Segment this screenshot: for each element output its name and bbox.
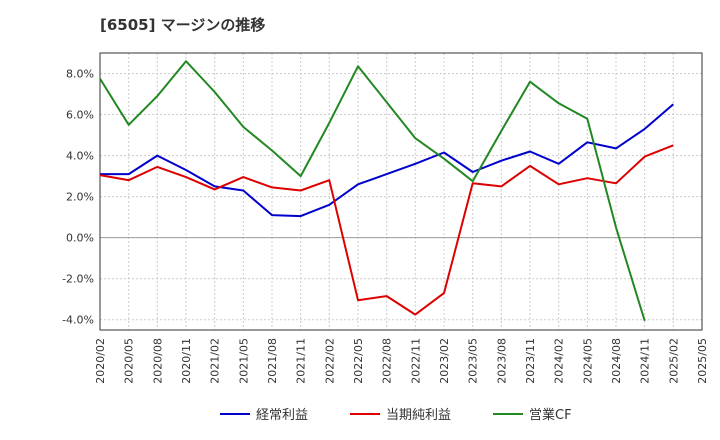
y-tick-label: 2.0% [66, 191, 94, 204]
legend-label: 営業CF [529, 407, 572, 423]
x-tick-label: 2022/05 [352, 338, 365, 384]
y-tick-label: 8.0% [66, 68, 94, 81]
y-tick-label: 4.0% [66, 150, 94, 163]
chart-title: [6505] マージンの推移 [100, 16, 266, 34]
series-line-3 [99, 60, 646, 322]
x-tick-label: 2022/11 [409, 338, 422, 384]
x-tick-label: 2021/02 [209, 338, 222, 384]
x-tick-label: 2024/02 [553, 338, 566, 384]
x-tick-label: 2025/02 [667, 338, 680, 384]
x-tick-label: 2020/11 [180, 338, 193, 384]
x-tick-label: 2022/08 [381, 338, 394, 384]
plot-border [99, 52, 703, 331]
legend-label: 経常利益 [256, 408, 308, 423]
x-tick-label: 2024/05 [581, 338, 594, 384]
x-tick-label: 2024/11 [639, 338, 652, 384]
x-tick-label: 2023/08 [495, 338, 508, 384]
x-tick-label: 2021/05 [237, 338, 250, 384]
y-tick-label: 0.0% [66, 232, 94, 245]
x-tick-label: 2021/08 [266, 338, 279, 384]
legend-label: 当期純利益 [386, 408, 451, 423]
x-tick-label: 2021/11 [295, 338, 308, 384]
series-line-2 [99, 144, 674, 316]
x-tick-label: 2025/05 [696, 338, 709, 384]
x-tick-label: 2023/05 [467, 338, 480, 384]
x-tick-label: 2020/05 [123, 338, 136, 384]
y-tick-label: -2.0% [62, 273, 94, 286]
y-tick-label: 6.0% [66, 109, 94, 122]
x-tick-label: 2023/02 [438, 338, 451, 384]
x-tick-label: 2022/02 [323, 338, 336, 384]
series-line-1 [100, 103, 674, 218]
x-tick-label: 2024/08 [610, 338, 623, 384]
x-tick-label: 2023/11 [524, 338, 537, 384]
x-tick-label: 2020/02 [94, 338, 107, 384]
x-tick-label: 2020/08 [151, 338, 164, 384]
y-tick-label: -4.0% [62, 314, 94, 327]
